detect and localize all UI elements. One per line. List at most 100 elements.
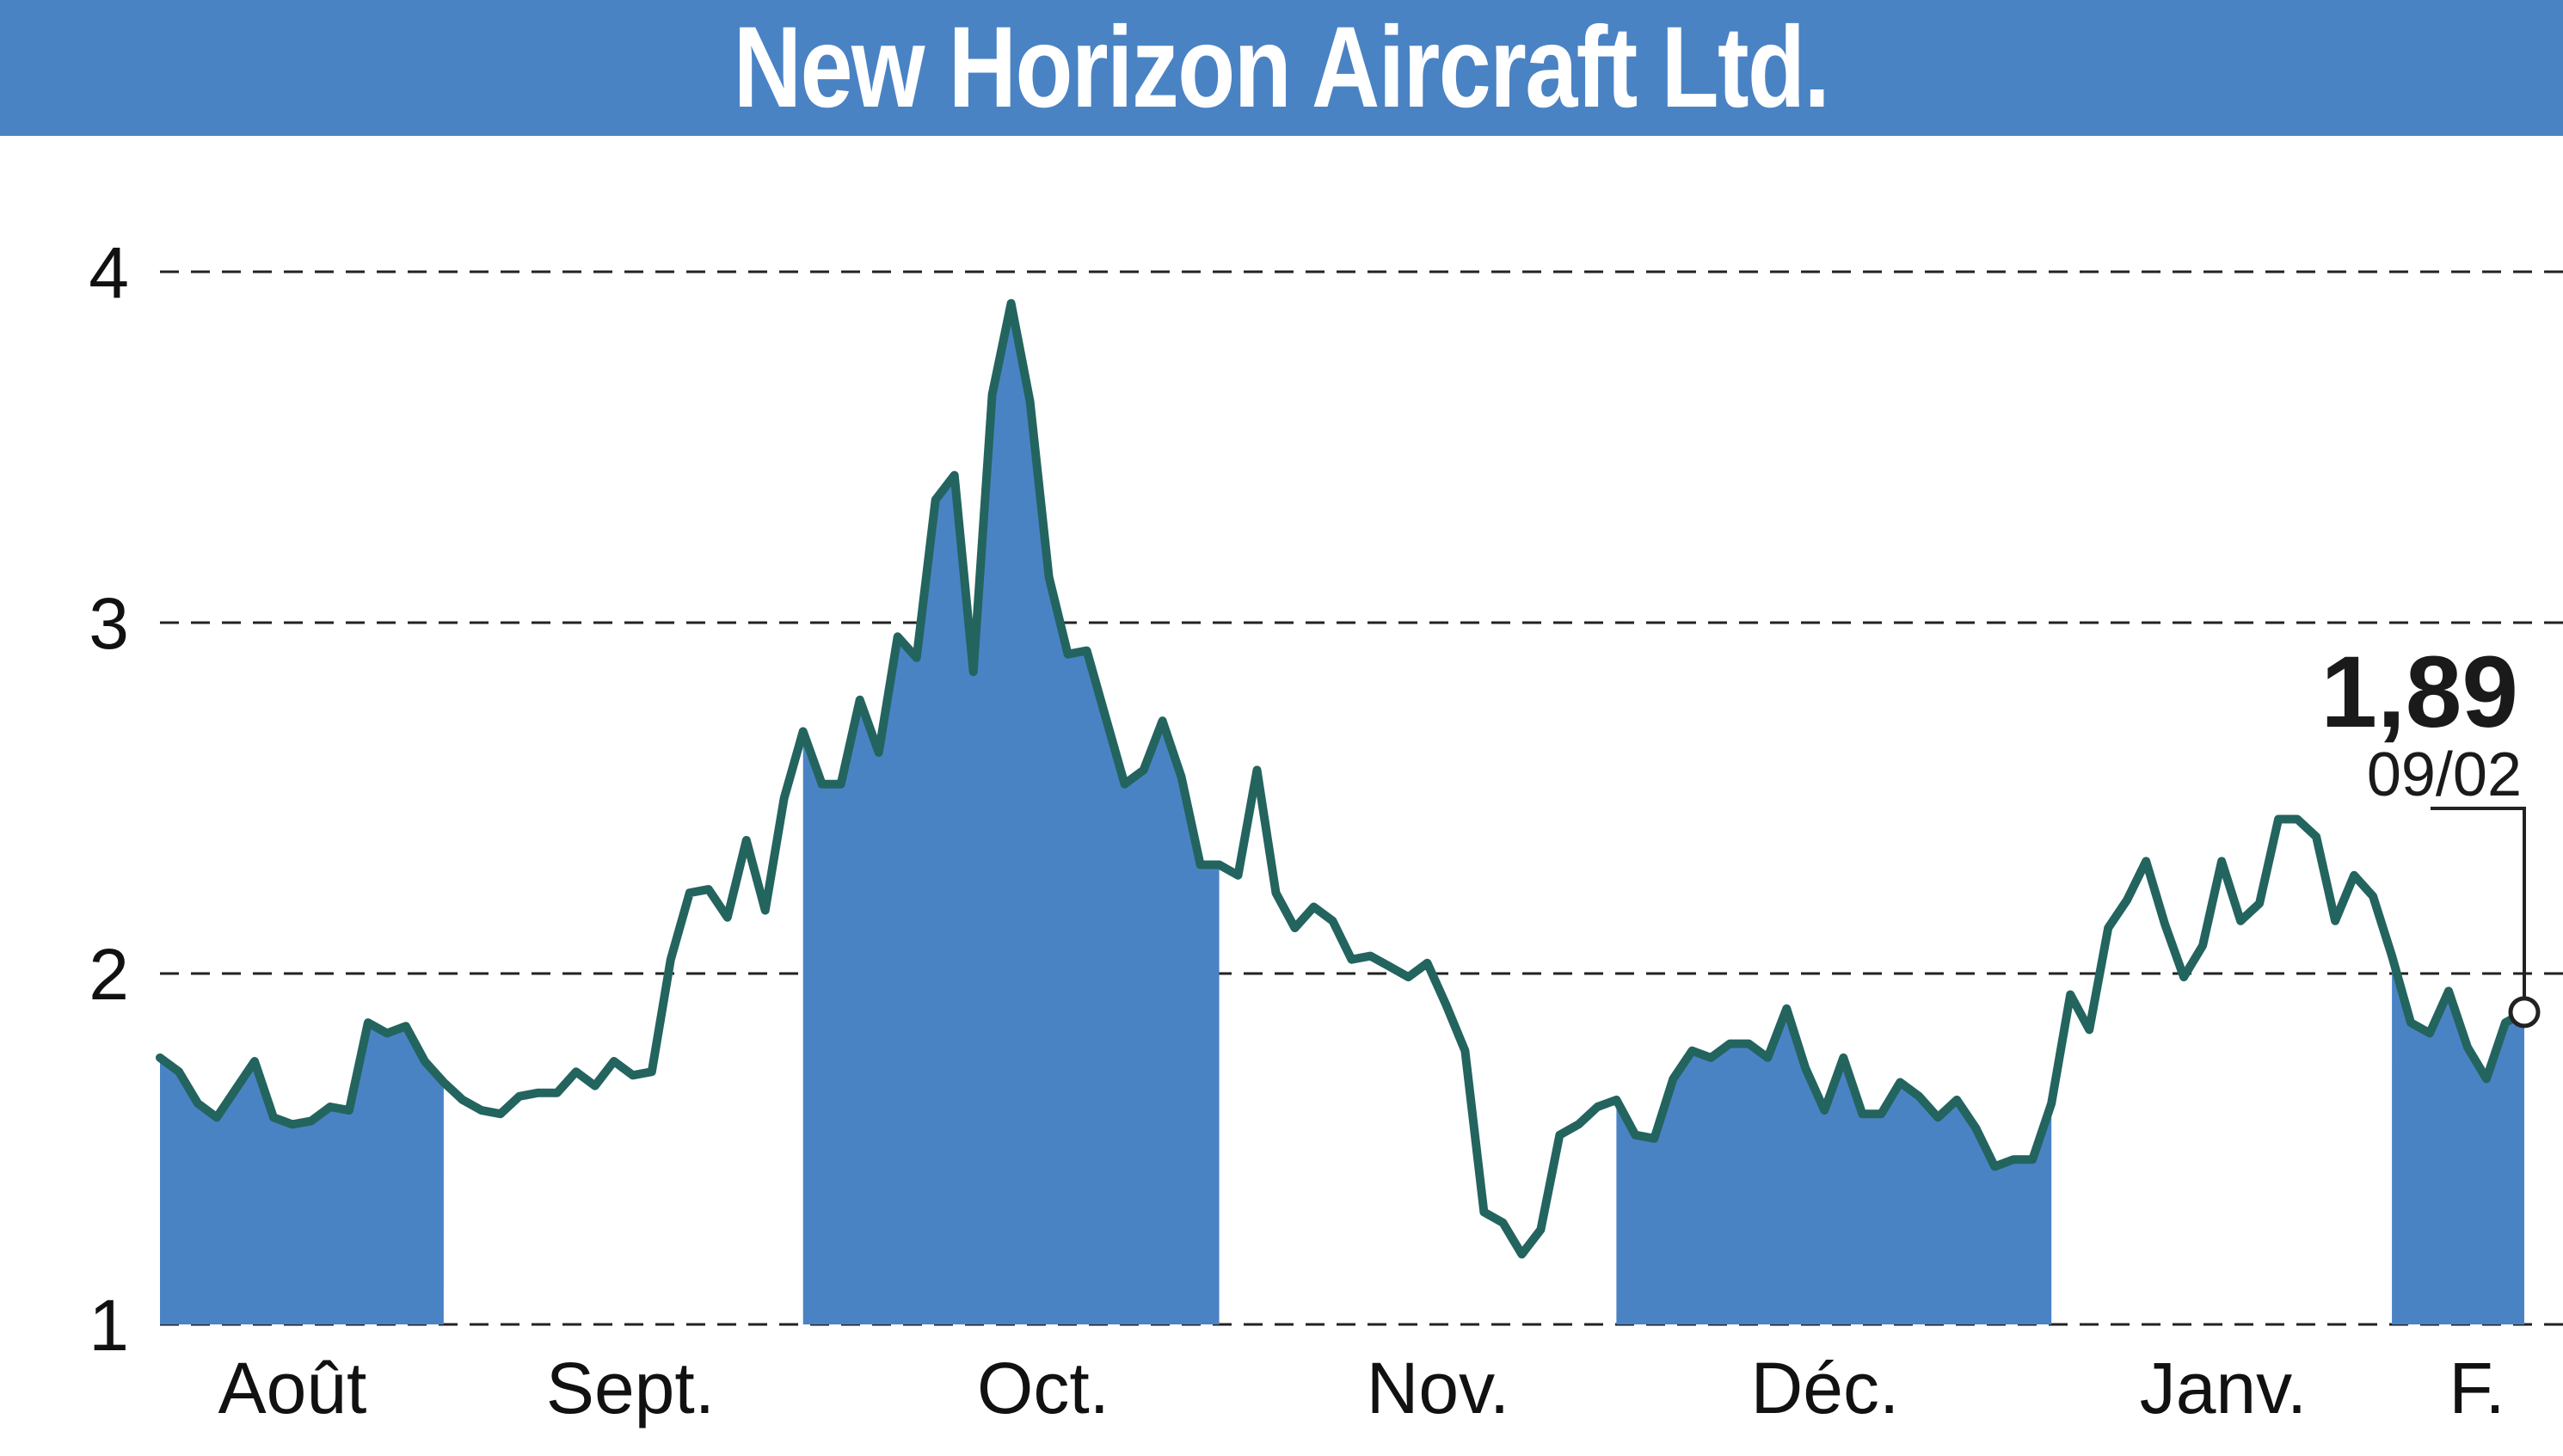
data-point [2426, 1029, 2433, 1037]
data-point [1329, 917, 1337, 925]
data-point [572, 1068, 580, 1076]
x-tick-label-6: Janv. [2140, 1348, 2308, 1428]
data-point [856, 696, 864, 703]
data-point [534, 1089, 542, 1097]
data-point [553, 1089, 561, 1097]
data-point [931, 496, 939, 504]
data-point [2029, 1156, 2037, 1164]
data-point [2199, 942, 2207, 949]
data-point [1177, 773, 1185, 781]
data-point [2275, 815, 2283, 823]
data-point [2142, 857, 2150, 865]
data-point [818, 780, 826, 788]
data-point [2351, 871, 2358, 879]
data-point [2105, 925, 2112, 931]
data-point [326, 1103, 334, 1110]
month-shade-4 [2392, 955, 2524, 1324]
data-point [345, 1107, 353, 1115]
data-point [213, 1114, 220, 1121]
data-point [704, 886, 712, 894]
data-point [1915, 1092, 1923, 1100]
y-tick-label-4: 4 [89, 232, 129, 313]
data-point [1083, 647, 1091, 654]
data-point [780, 795, 788, 802]
data-point [402, 1023, 409, 1030]
data-point [1726, 1040, 1734, 1047]
data-point [988, 390, 996, 398]
chart-title: New Horizon Aircraft Ltd. [734, 3, 1830, 132]
data-point [1310, 903, 1318, 911]
data-point [1707, 1054, 1715, 1061]
data-point [875, 749, 882, 756]
data-point [1234, 871, 1242, 879]
data-point [1121, 780, 1128, 788]
last-date-label: 09/02 [2367, 740, 2522, 809]
y-tick-label-1: 1 [89, 1285, 129, 1366]
data-point [439, 1078, 447, 1086]
data-point [2388, 952, 2396, 960]
data-point [270, 1114, 277, 1121]
month-shade-3 [1616, 1008, 2052, 1324]
data-point [2464, 1043, 2471, 1051]
data-point [2218, 857, 2226, 865]
data-point [2256, 900, 2264, 907]
data-point [685, 889, 693, 897]
data-point [913, 654, 920, 661]
data-point [2048, 1100, 2056, 1107]
data-point [667, 955, 674, 963]
data-point [1575, 1121, 1583, 1128]
data-point [1688, 1047, 1696, 1054]
x-tick-label-1: Août [218, 1348, 367, 1428]
data-point [894, 633, 901, 641]
data-point [837, 780, 845, 788]
x-tick-label-4: Nov. [1367, 1348, 1509, 1428]
month-shade-1 [160, 1023, 444, 1324]
last-point-marker [2508, 996, 2541, 1029]
y-tick-label-3: 3 [89, 583, 129, 664]
data-point [1253, 766, 1261, 774]
data-point [610, 1058, 618, 1065]
data-point [232, 1085, 239, 1093]
data-point [742, 837, 750, 844]
data-point [1896, 1078, 1904, 1086]
x-tick-label-2: Sept. [546, 1348, 715, 1428]
data-point [477, 1107, 485, 1115]
data-point [761, 906, 769, 914]
data-point [1272, 889, 1280, 897]
data-point [648, 1068, 655, 1076]
data-point [458, 1096, 466, 1103]
data-point [950, 471, 958, 479]
last-value-leader [2431, 807, 2526, 998]
grid-layer [160, 270, 2563, 1326]
data-point [2483, 1075, 2490, 1083]
last-value-label: 1,89 [2320, 636, 2518, 749]
data-point [1953, 1096, 1961, 1103]
data-point [496, 1110, 504, 1118]
data-point [2180, 974, 2188, 981]
x-tick-label-3: Oct. [977, 1348, 1109, 1428]
data-point [2067, 991, 2074, 998]
data-point [1045, 574, 1053, 581]
chart-header: New Horizon Aircraft Ltd. [0, 0, 2563, 136]
data-point [251, 1058, 258, 1065]
data-point [307, 1117, 315, 1125]
data-point [2332, 917, 2339, 925]
data-point [383, 1029, 390, 1037]
data-point [1386, 962, 1393, 970]
data-point [1934, 1114, 1942, 1121]
data-point [2407, 1019, 2414, 1027]
data-point [1140, 766, 1147, 774]
data-point [1026, 398, 1034, 405]
data-point [1632, 1131, 1639, 1139]
data-point [2502, 1019, 2509, 1027]
data-point [364, 1019, 372, 1027]
data-point [1367, 952, 1374, 960]
x-tick-label-5: Déc. [1751, 1348, 1900, 1428]
data-point [1650, 1134, 1658, 1142]
data-point [157, 1054, 163, 1061]
data-point [175, 1068, 182, 1076]
x-tick-label-7: F. [2449, 1348, 2505, 1428]
data-point [2313, 832, 2320, 840]
data-point [1745, 1040, 1753, 1047]
